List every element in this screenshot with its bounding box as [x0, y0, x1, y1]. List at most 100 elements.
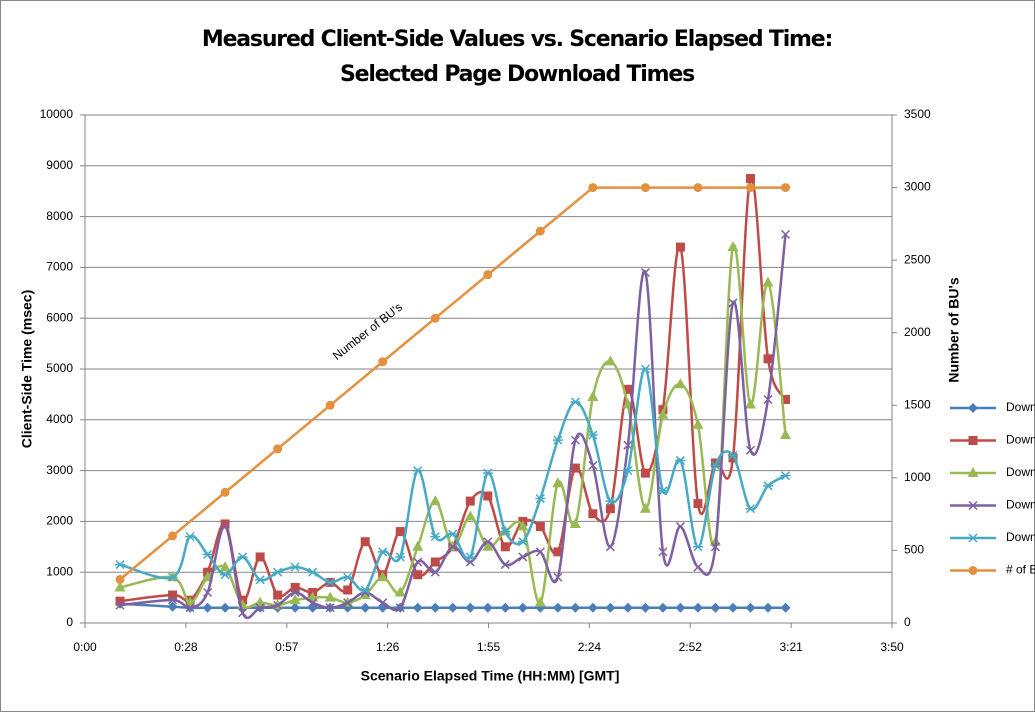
marker: [342, 572, 353, 582]
marker: [465, 496, 475, 506]
marker: [395, 527, 405, 537]
marker: [465, 552, 476, 562]
marker: [448, 542, 458, 552]
marker: [728, 453, 738, 463]
marker: [744, 398, 756, 409]
marker: [378, 357, 388, 367]
marker: [290, 562, 301, 572]
marker: [640, 364, 651, 374]
marker: [517, 602, 528, 613]
marker: [587, 390, 599, 401]
marker: [518, 552, 528, 562]
y-tick-label: 2000: [46, 514, 73, 528]
marker: [710, 542, 720, 552]
marker: [781, 183, 791, 193]
marker: [325, 603, 335, 613]
marker: [114, 581, 126, 592]
y2-tick-label: 2500: [904, 252, 931, 266]
y-tick-label: 3000: [46, 463, 73, 477]
marker: [763, 354, 773, 364]
marker: [552, 435, 563, 445]
marker: [238, 608, 248, 618]
marker: [167, 601, 178, 612]
marker: [202, 602, 213, 613]
marker: [377, 547, 388, 557]
marker: [605, 504, 615, 514]
y2-tick-label: 1500: [904, 397, 931, 411]
marker: [570, 602, 581, 613]
marker: [482, 602, 493, 613]
marker: [517, 537, 528, 547]
legend-label: Down01: [1006, 400, 1035, 414]
y2-tick-label: 3000: [904, 180, 931, 194]
marker: [500, 602, 511, 613]
marker: [605, 496, 616, 506]
marker: [378, 598, 388, 608]
marker: [640, 183, 650, 193]
marker: [534, 596, 546, 607]
legend-label: Down31: [1006, 498, 1035, 512]
marker: [745, 602, 756, 613]
marker: [763, 602, 774, 613]
marker: [430, 567, 440, 577]
x-tick-label: 0:28: [174, 640, 198, 654]
y2-tick-label: 0: [904, 615, 911, 629]
marker: [692, 542, 703, 552]
marker: [968, 533, 978, 543]
marker: [552, 477, 564, 488]
marker: [727, 602, 738, 613]
marker: [710, 460, 721, 471]
marker: [290, 602, 301, 613]
marker: [168, 531, 178, 541]
x-axis-title: Scenario Elapsed Time (HH:MM) [GMT]: [361, 668, 620, 684]
marker: [588, 460, 598, 471]
marker: [763, 394, 773, 405]
marker: [464, 510, 476, 521]
marker: [517, 520, 529, 531]
marker: [780, 471, 791, 481]
y-tick-label: 4000: [46, 412, 73, 426]
series: [115, 364, 791, 595]
marker: [220, 519, 230, 529]
marker: [395, 552, 406, 562]
marker: [968, 436, 978, 445]
marker: [588, 509, 598, 519]
marker: [675, 521, 685, 532]
marker: [500, 542, 510, 552]
marker: [535, 547, 545, 557]
marker: [220, 570, 231, 580]
marker: [289, 594, 301, 605]
marker: [273, 600, 283, 610]
marker: [535, 226, 545, 236]
legend-label: Down34: [1006, 530, 1035, 544]
marker: [447, 602, 458, 613]
marker: [167, 572, 178, 582]
marker: [570, 435, 580, 445]
marker: [360, 585, 371, 595]
marker: [168, 595, 178, 605]
marker: [255, 552, 265, 562]
legend-label: Down14: [1006, 433, 1035, 447]
marker: [640, 267, 650, 278]
series: [115, 229, 791, 620]
marker: [482, 540, 494, 551]
marker: [255, 575, 266, 585]
y-tick-label: 8000: [46, 209, 73, 223]
marker: [657, 602, 668, 613]
marker: [745, 174, 755, 183]
y-tick-label: 10000: [40, 107, 74, 121]
marker: [237, 552, 248, 562]
marker: [640, 602, 651, 613]
marker: [535, 494, 546, 504]
marker: [219, 561, 231, 572]
y2-tick-label: 500: [904, 543, 924, 557]
marker: [763, 481, 774, 491]
x-tick-label: 2:24: [578, 640, 602, 654]
marker: [605, 542, 615, 552]
marker: [657, 408, 669, 419]
marker: [570, 463, 580, 473]
marker: [483, 491, 493, 501]
y-tick-label: 0: [66, 615, 73, 629]
marker: [588, 183, 598, 193]
marker: [693, 562, 703, 572]
